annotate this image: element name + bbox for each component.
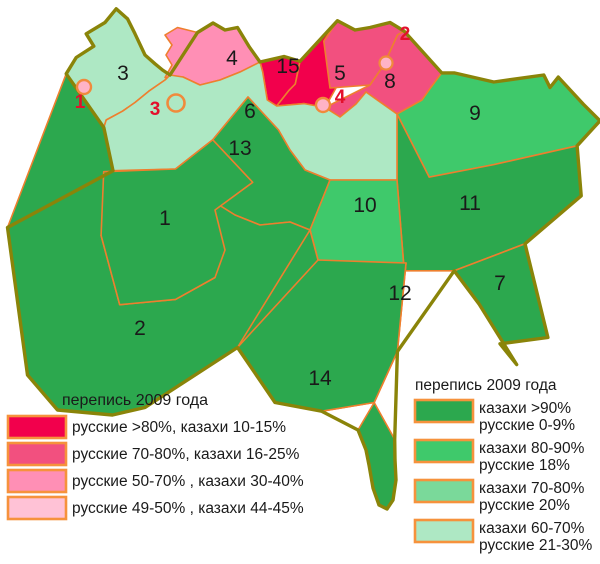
svg-text:1: 1	[159, 207, 171, 230]
svg-text:4: 4	[335, 87, 346, 108]
svg-text:перепись 2009 года: перепись 2009 года	[62, 392, 208, 409]
svg-text:12: 12	[388, 282, 411, 305]
svg-text:13: 13	[228, 137, 251, 160]
svg-text:7: 7	[494, 272, 506, 295]
svg-text:2: 2	[134, 317, 146, 340]
svg-text:русские 49-50% , казахи 44-45%: русские 49-50% , казахи 44-45%	[72, 500, 304, 517]
svg-text:русские 21-30%: русские 21-30%	[479, 537, 593, 554]
svg-text:русские 18%: русские 18%	[479, 457, 570, 474]
svg-text:казахи >90%: казахи >90%	[479, 400, 571, 417]
svg-text:1: 1	[75, 92, 86, 113]
svg-text:русские 20%: русские 20%	[479, 497, 570, 514]
svg-text:11: 11	[459, 192, 481, 215]
svg-text:9: 9	[469, 102, 481, 125]
svg-text:3: 3	[150, 99, 161, 120]
svg-text:15: 15	[276, 55, 299, 78]
svg-text:русские 70-80%, казахи 16-25%: русские 70-80%, казахи 16-25%	[72, 446, 300, 463]
svg-text:4: 4	[226, 47, 238, 70]
svg-text:русские >80%, казахи 10-15%: русские >80%, казахи 10-15%	[72, 419, 286, 436]
svg-text:3: 3	[117, 62, 129, 85]
svg-text:перепись 2009 года: перепись 2009 года	[415, 377, 557, 394]
svg-text:русские 0-9%: русские 0-9%	[479, 417, 575, 434]
svg-text:5: 5	[334, 62, 346, 85]
svg-text:14: 14	[308, 367, 332, 390]
svg-text:казахи 80-90%: казахи 80-90%	[479, 440, 585, 457]
svg-text:2: 2	[400, 24, 411, 45]
svg-text:казахи 70-80%: казахи 70-80%	[479, 480, 585, 497]
svg-text:русские 50-70% , казахи 30-40%: русские 50-70% , казахи 30-40%	[72, 473, 304, 490]
svg-text:6: 6	[244, 100, 256, 123]
svg-text:10: 10	[353, 194, 376, 217]
svg-text:8: 8	[384, 70, 396, 93]
svg-text:казахи 60-70%: казахи 60-70%	[479, 520, 585, 537]
